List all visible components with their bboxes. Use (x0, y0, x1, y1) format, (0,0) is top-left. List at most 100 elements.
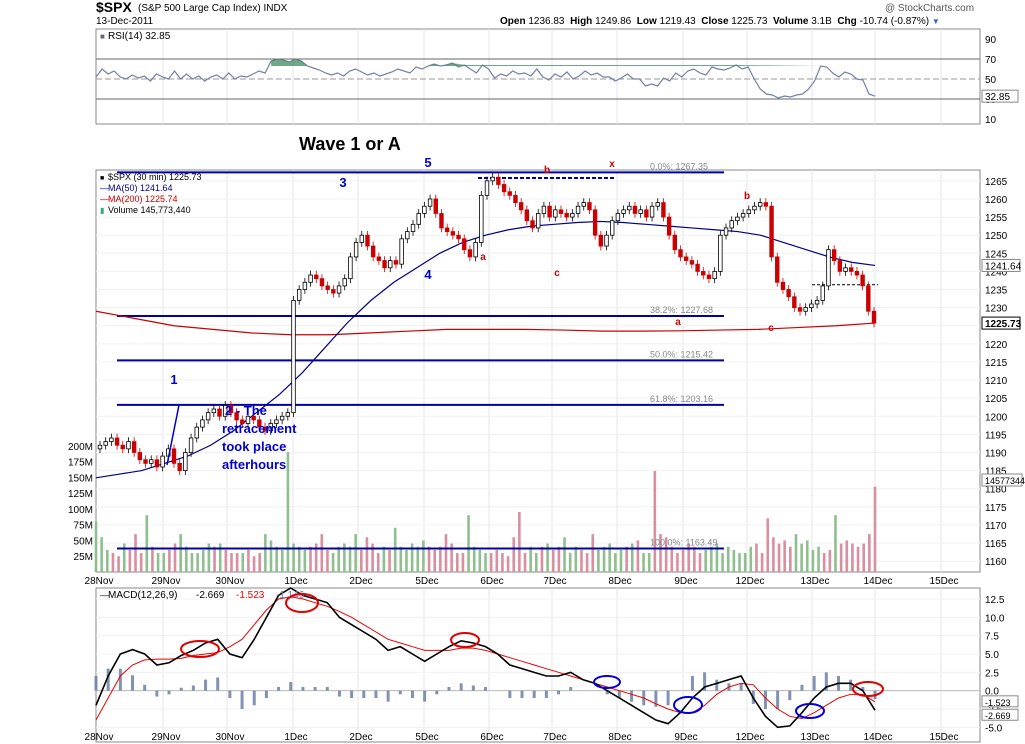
volume-bar (789, 546, 792, 572)
candle-body (456, 234, 461, 240)
volume-bar (653, 471, 657, 572)
x-tick-label-macd: 6Dec (480, 732, 503, 743)
volume-bar (156, 553, 160, 572)
candle-body (353, 242, 359, 258)
volume-bar (427, 546, 431, 572)
volume-bar (670, 546, 674, 572)
volume-bar (162, 553, 166, 572)
candle-body (598, 234, 604, 247)
candle-body (735, 216, 740, 222)
macd-histogram-bar (459, 683, 463, 691)
macd-tick-label: 12.5 (985, 595, 1005, 606)
volume-bar (868, 534, 871, 572)
volume-legend-swatch: ▮ (100, 206, 104, 215)
candle-body (393, 260, 399, 265)
volume-bar (766, 518, 770, 572)
volume-bar (128, 549, 132, 572)
volume-bar (343, 543, 346, 572)
volume-bar (275, 546, 278, 572)
candle-body (757, 202, 763, 207)
price-tick-label: 1215 (985, 358, 1008, 369)
price-tick-label: 1250 (985, 231, 1008, 242)
x-tick-label-macd: 9Dec (674, 732, 697, 743)
candle-body (854, 271, 860, 276)
fib-label: 38.2%: 1227.68 (650, 305, 713, 315)
volume-bar (580, 549, 583, 572)
candle-body (245, 415, 251, 424)
x-tick-label: 6Dec (480, 576, 503, 587)
volume-bar (213, 546, 216, 572)
candle-body (399, 238, 404, 265)
ma200-line (95, 310, 876, 336)
candle-body (342, 278, 347, 287)
candle-body (302, 281, 308, 290)
x-tick-label: 15Dec (930, 576, 959, 587)
candle-body (126, 441, 131, 450)
price-tick-label: 1160 (985, 557, 1007, 568)
candle-body (570, 213, 575, 218)
macd-histogram-bar (763, 690, 767, 709)
x-tick-label-macd: 15Dec (930, 732, 959, 743)
candle-body (268, 423, 273, 432)
price-tick-label: 1170 (985, 521, 1007, 532)
candle-body (405, 231, 410, 240)
candle-body (501, 184, 507, 193)
candle-body (712, 271, 717, 280)
wave-2-label: 2 - The retracement took place afterhours (222, 403, 297, 472)
x-tick-label-macd: 7Dec (543, 732, 566, 743)
volume-bar (647, 553, 651, 572)
volume-bar (117, 556, 120, 572)
candle-body (530, 220, 535, 229)
candle-body (615, 213, 621, 222)
candle-body (638, 209, 643, 214)
price-tick-label: 1265 (985, 177, 1008, 188)
macd-histogram-bar (605, 690, 609, 695)
x-tick-label-macd: 8Dec (608, 732, 631, 743)
candle-body (257, 419, 262, 428)
macd-tick-label: -5.0 (985, 723, 1003, 734)
volume-bar (472, 546, 476, 572)
candle-body (627, 205, 632, 211)
volume-bar (800, 543, 803, 572)
candle-body (291, 299, 296, 414)
candle-body (587, 202, 592, 211)
wave-1-label: 1 (170, 372, 177, 387)
candle-body (649, 205, 655, 218)
wave-b2-label: b (744, 191, 750, 202)
wave-c-label: c (554, 268, 560, 279)
candle-body (740, 213, 746, 218)
volume-tick-label: 100M (68, 505, 93, 516)
macd-legend-hist: -1.146 (276, 590, 305, 601)
candle-body (592, 209, 598, 236)
candle-body (524, 209, 530, 222)
candle-body (473, 242, 478, 258)
candle-body (837, 260, 843, 272)
candle-body (131, 441, 137, 453)
volume-bar (760, 553, 764, 572)
candle-body (234, 412, 239, 421)
volume-bar (303, 549, 307, 572)
candle-body (632, 205, 638, 214)
candle-body (849, 267, 854, 272)
macd-histogram-bar (666, 690, 670, 706)
chg-dropdown-icon[interactable]: ▼ (931, 17, 940, 26)
macd-histogram-bar (617, 690, 621, 698)
candle-body (672, 234, 678, 251)
volume-bar (811, 549, 815, 572)
price-tick-label: 1220 (985, 340, 1008, 351)
candle-body (547, 205, 552, 218)
price-tick-label: 1195 (985, 430, 1007, 441)
macd-histogram-bar (252, 690, 256, 706)
volume-bar (783, 540, 786, 572)
volume-bar (280, 549, 284, 572)
volume-bar (772, 537, 775, 572)
volume-bar (614, 553, 617, 572)
wave-2-line: took place (222, 439, 286, 454)
price-tick-label: 1165 (985, 539, 1007, 550)
price-panel-frame (95, 169, 981, 573)
candle-body (553, 209, 558, 218)
volume-bar (862, 543, 866, 572)
rsi-tick-label: 50 (985, 75, 997, 86)
price-tick-label: 1245 (985, 249, 1008, 260)
